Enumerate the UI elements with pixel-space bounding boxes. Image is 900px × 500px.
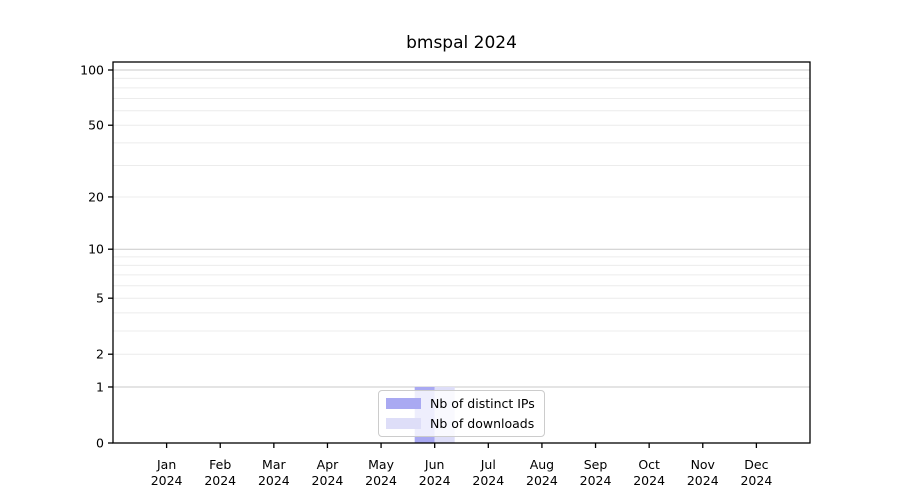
x-tick-month-label: Aug [530,457,554,472]
y-tick-label: 10 [88,242,104,257]
x-tick-month-label: Feb [209,457,231,472]
x-tick-year-label: 2024 [204,473,236,488]
legend-swatch [386,398,421,409]
x-tick-month-label: May [368,457,394,472]
x-tick-year-label: 2024 [580,473,612,488]
chart-legend: Nb of distinct IPs Nb of downloads [378,390,545,437]
legend-label: Nb of distinct IPs [430,396,535,411]
chart-title: bmspal 2024 [406,33,517,53]
x-tick-month-label: Apr [317,457,339,472]
plot-frame [112,61,811,444]
x-tick-month-label: Oct [638,457,660,472]
x-tick-year-label: 2024 [472,473,504,488]
x-tick-month-label: Dec [744,457,768,472]
x-tick-year-label: 2024 [151,473,183,488]
y-tick-label: 20 [88,189,104,204]
legend-entry: Nb of downloads [386,416,535,431]
x-tick-year-label: 2024 [526,473,558,488]
x-tick-year-label: 2024 [312,473,344,488]
x-tick-month-label: Nov [691,457,716,472]
legend-swatch [386,418,421,429]
legend-entry: Nb of distinct IPs [386,396,535,411]
x-tick-year-label: 2024 [258,473,290,488]
x-tick-year-label: 2024 [740,473,772,488]
y-tick-label: 50 [88,118,104,133]
x-tick-month-label: Mar [262,457,286,472]
x-tick-month-label: Jan [156,457,176,472]
y-tick-label: 0 [96,436,104,451]
y-tick-label: 1 [96,379,104,394]
legend-label: Nb of downloads [430,416,535,431]
x-tick-year-label: 2024 [687,473,719,488]
x-tick-year-label: 2024 [633,473,665,488]
x-tick-month-label: Jun [424,457,445,472]
y-tick-label: 100 [80,63,104,78]
y-tick-label: 2 [96,347,104,362]
x-tick-month-label: Sep [584,457,608,472]
x-tick-year-label: 2024 [365,473,397,488]
x-tick-month-label: Jul [480,457,496,472]
x-tick-year-label: 2024 [419,473,451,488]
y-tick-label: 5 [96,291,104,306]
